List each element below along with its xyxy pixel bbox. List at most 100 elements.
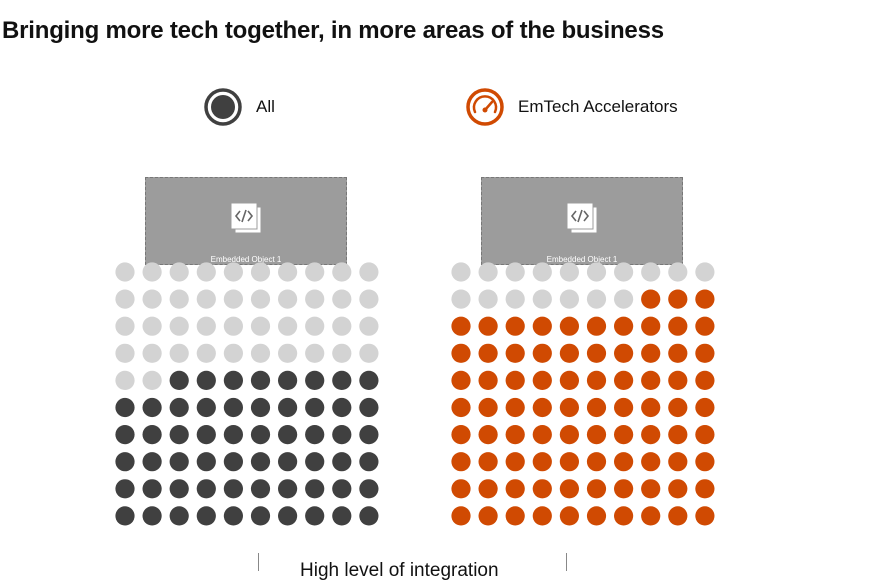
waffle-dot-empty bbox=[223, 262, 243, 282]
waffle-dot-filled bbox=[451, 316, 471, 336]
waffle-dot-filled bbox=[115, 479, 135, 499]
waffle-dot-filled bbox=[305, 370, 325, 390]
code-file-icon bbox=[230, 202, 262, 234]
waffle-dot-filled bbox=[532, 316, 552, 336]
waffle-dot-filled bbox=[305, 452, 325, 472]
waffle-dot-empty bbox=[223, 316, 243, 336]
waffle-dot-filled bbox=[142, 452, 162, 472]
waffle-dot-empty bbox=[142, 343, 162, 363]
waffle-dot-filled bbox=[278, 397, 298, 418]
waffle-dot-filled bbox=[641, 479, 661, 499]
waffle-charts bbox=[115, 262, 715, 526]
waffle-dot-empty bbox=[332, 343, 352, 363]
waffle-dot-filled bbox=[250, 370, 271, 390]
waffle-dot-filled bbox=[668, 316, 688, 336]
waffle-dot-filled bbox=[668, 425, 688, 445]
waffle-dot-empty bbox=[614, 289, 634, 309]
waffle-dot-filled bbox=[695, 397, 715, 418]
speedometer-icon bbox=[466, 88, 504, 126]
waffle-dot-filled bbox=[668, 397, 688, 418]
waffle-dot-filled bbox=[641, 452, 661, 472]
waffle-dot-filled bbox=[695, 343, 715, 363]
waffle-dot-filled bbox=[532, 397, 552, 418]
waffle-dot-empty bbox=[586, 289, 607, 309]
waffle-dot-filled bbox=[641, 370, 661, 390]
waffle-dot-empty bbox=[505, 262, 525, 282]
waffle-dot-filled bbox=[250, 397, 271, 418]
waffle-dot-filled bbox=[668, 506, 688, 526]
waffle-dot-empty bbox=[305, 316, 325, 336]
waffle-dot-filled bbox=[478, 316, 498, 336]
legend-label-emtech: EmTech Accelerators bbox=[518, 97, 678, 116]
waffle-dot-filled bbox=[169, 397, 189, 418]
waffle-dot-filled bbox=[478, 506, 498, 526]
waffle-dot-filled bbox=[614, 452, 634, 472]
waffle-dot-filled bbox=[668, 289, 688, 309]
waffle-dot-filled bbox=[614, 370, 634, 390]
waffle-dot-filled bbox=[451, 425, 471, 445]
waffle-dot-filled bbox=[169, 370, 189, 390]
waffle-dot-filled bbox=[695, 452, 715, 472]
waffle-dot-empty bbox=[332, 289, 352, 309]
waffle-dot-filled bbox=[115, 397, 135, 418]
waffle-dot-filled bbox=[250, 425, 271, 445]
waffle-dot-filled bbox=[115, 506, 135, 526]
waffle-dot-filled bbox=[532, 343, 552, 363]
embedded-object-1[interactable]: Embedded Object 1 bbox=[145, 177, 347, 265]
waffle-dot-filled bbox=[250, 452, 271, 472]
waffle-dot-filled bbox=[532, 479, 552, 499]
waffle-dot-empty bbox=[305, 262, 325, 282]
waffle-dot-empty bbox=[115, 343, 135, 363]
waffle-dot-empty bbox=[332, 262, 352, 282]
waffle-dot-filled bbox=[196, 506, 216, 526]
waffle-dot-empty bbox=[532, 289, 552, 309]
embedded-object-2[interactable]: Embedded Object 1 bbox=[481, 177, 683, 265]
waffle-dot-filled bbox=[668, 370, 688, 390]
waffle-dot-empty bbox=[478, 289, 498, 309]
waffle-dot-filled bbox=[668, 452, 688, 472]
waffle-dot-filled bbox=[451, 343, 471, 363]
waffle-dot-empty bbox=[278, 289, 298, 309]
waffle-dot-empty bbox=[196, 343, 216, 363]
waffle-dot-filled bbox=[559, 316, 580, 336]
waffle-dot-filled bbox=[223, 479, 243, 499]
waffle-dot-filled bbox=[559, 506, 580, 526]
waffle-dot-filled bbox=[586, 370, 607, 390]
waffle-dot-filled bbox=[278, 506, 298, 526]
waffle-dot-filled bbox=[332, 425, 352, 445]
waffle-dot-filled bbox=[614, 343, 634, 363]
waffle-dot-filled bbox=[142, 397, 162, 418]
waffle-dot-filled bbox=[305, 397, 325, 418]
waffle-dot-empty bbox=[250, 316, 271, 336]
waffle-dot-filled bbox=[359, 425, 379, 445]
waffle-dot-filled bbox=[505, 316, 525, 336]
embedded-object-caption: Embedded Object 1 bbox=[546, 255, 618, 264]
waffle-dot-empty bbox=[614, 262, 634, 282]
waffle-dot-filled bbox=[505, 479, 525, 499]
waffle-dot-filled bbox=[359, 506, 379, 526]
waffle-dot-filled bbox=[559, 370, 580, 390]
waffle-dot-filled bbox=[332, 397, 352, 418]
embedded-object-caption: Embedded Object 1 bbox=[210, 255, 282, 264]
waffle-dot-filled bbox=[641, 506, 661, 526]
waffle-dot-filled bbox=[532, 506, 552, 526]
legend-label-all: All bbox=[256, 97, 275, 116]
waffle-dot-filled bbox=[614, 425, 634, 445]
waffle-dot-filled bbox=[359, 370, 379, 390]
waffle-dot-filled bbox=[641, 425, 661, 445]
code-file-icon bbox=[566, 202, 598, 234]
divider-left bbox=[258, 553, 259, 571]
waffle-dot-filled bbox=[532, 452, 552, 472]
waffle-dot-filled bbox=[332, 370, 352, 390]
waffle-dot-filled bbox=[223, 452, 243, 472]
waffle-dot-filled bbox=[641, 343, 661, 363]
chart-title: Bringing more tech together, in more are… bbox=[2, 17, 664, 44]
waffle-dot-filled bbox=[223, 425, 243, 445]
waffle-dot-empty bbox=[359, 343, 379, 363]
waffle-grid-1 bbox=[115, 262, 379, 526]
waffle-dot-filled bbox=[332, 506, 352, 526]
waffle-grid-2 bbox=[451, 262, 715, 526]
waffle-dot-empty bbox=[169, 316, 189, 336]
waffle-dot-filled bbox=[668, 479, 688, 499]
waffle-dot-filled bbox=[196, 479, 216, 499]
